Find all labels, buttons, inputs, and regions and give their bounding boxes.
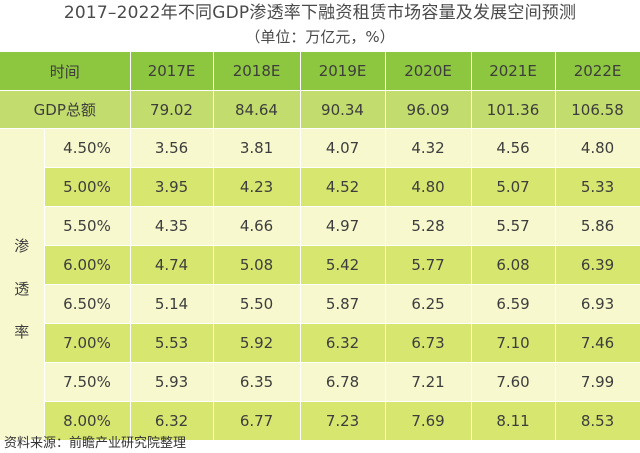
side-label-char: 渗 [14, 237, 30, 255]
table-row: 7.50% 5.93 6.35 6.78 7.21 7.60 7.99 [0, 362, 640, 402]
value-cell: 5.08 [213, 245, 301, 285]
header-year-cell: 2021E [471, 52, 556, 91]
gdp-value-cell: 106.58 [555, 90, 640, 129]
value-cell: 5.42 [300, 245, 386, 285]
value-cell: 5.57 [471, 206, 556, 246]
value-cell: 7.46 [555, 323, 640, 363]
rate-cell: 6.50% [44, 284, 131, 324]
header-year-cell: 2019E [300, 52, 386, 91]
side-label-char: 透 [14, 280, 30, 298]
value-cell: 6.32 [300, 323, 386, 363]
rate-cell: 7.50% [44, 362, 131, 402]
value-cell: 8.53 [555, 401, 640, 441]
value-cell: 5.53 [130, 323, 214, 363]
value-cell: 3.95 [130, 167, 214, 207]
value-cell: 5.86 [555, 206, 640, 246]
header-year-cell: 2022E [555, 52, 640, 91]
value-cell: 4.97 [300, 206, 386, 246]
table-row: 8.00% 6.32 6.77 7.23 7.69 8.11 8.53 [0, 401, 640, 441]
table-title: 2017–2022年不同GDP渗透率下融资租赁市场容量及发展空间预测 [63, 3, 577, 23]
header-year-cell: 2020E [385, 52, 472, 91]
value-cell: 5.50 [213, 284, 301, 324]
value-cell: 7.23 [300, 401, 386, 441]
value-cell: 5.93 [130, 362, 214, 402]
value-cell: 4.07 [300, 128, 386, 168]
source-note: 资料来源：前瞻产业研究院整理 [4, 436, 187, 451]
value-cell: 4.80 [385, 167, 472, 207]
value-cell: 4.56 [471, 128, 556, 168]
gdp-label-cell: GDP总额 [0, 90, 131, 129]
rate-cell: 8.00% [44, 401, 131, 441]
header-time-cell: 时间 [0, 52, 131, 91]
value-cell: 5.14 [130, 284, 214, 324]
table-subtitle: （单位：万亿元，%） [245, 28, 395, 46]
rate-cell: 6.00% [44, 245, 131, 285]
value-cell: 5.92 [213, 323, 301, 363]
table-row: 渗透率 4.50% 3.56 3.81 4.07 4.32 4.56 4.80 [0, 128, 640, 441]
value-cell: 4.80 [555, 128, 640, 168]
value-cell: 7.69 [385, 401, 472, 441]
table-row: 6.50% 5.14 5.50 5.87 6.25 6.59 6.93 [0, 284, 640, 324]
value-cell: 6.39 [555, 245, 640, 285]
value-cell: 7.21 [385, 362, 472, 402]
value-cell: 6.78 [300, 362, 386, 402]
gdp-value-cell: 79.02 [130, 90, 214, 129]
value-cell: 5.77 [385, 245, 472, 285]
rate-cell: 7.00% [44, 323, 131, 363]
value-cell: 4.66 [213, 206, 301, 246]
value-cell: 6.25 [385, 284, 472, 324]
value-cell: 4.74 [130, 245, 214, 285]
value-cell: 6.32 [130, 401, 214, 441]
value-cell: 5.87 [300, 284, 386, 324]
value-cell: 6.93 [555, 284, 640, 324]
gdp-row: GDP总额 79.02 84.64 90.34 96.09 101.36 106… [0, 90, 640, 129]
value-cell: 5.28 [385, 206, 472, 246]
rate-cell: 5.50% [44, 206, 131, 246]
table-row: 5.50% 4.35 4.66 4.97 5.28 5.57 5.86 [0, 206, 640, 246]
value-cell: 6.08 [471, 245, 556, 285]
gdp-value-cell: 84.64 [213, 90, 301, 129]
value-cell: 6.77 [213, 401, 301, 441]
value-cell: 8.11 [471, 401, 556, 441]
gdp-value-cell: 101.36 [471, 90, 556, 129]
value-cell: 7.10 [471, 323, 556, 363]
gdp-value-cell: 96.09 [385, 90, 472, 129]
side-label-char: 率 [14, 323, 30, 341]
table-row: 5.00% 3.95 4.23 4.52 4.80 5.07 5.33 [0, 167, 640, 207]
header-year-cell: 2017E [130, 52, 214, 91]
table-row: 6.00% 4.74 5.08 5.42 5.77 6.08 6.39 [0, 245, 640, 285]
gdp-value-cell: 90.34 [300, 90, 386, 129]
market-capacity-table: 时间 2017E 2018E 2019E 2020E 2021E 2022E G… [0, 52, 640, 441]
header-year-cell: 2018E [213, 52, 301, 91]
value-cell: 6.35 [213, 362, 301, 402]
value-cell: 4.32 [385, 128, 472, 168]
value-cell: 5.33 [555, 167, 640, 207]
value-cell: 3.81 [213, 128, 301, 168]
value-cell: 3.56 [130, 128, 214, 168]
value-cell: 7.99 [555, 362, 640, 402]
rate-cell: 4.50% [44, 128, 131, 168]
table-row: 7.00% 5.53 5.92 6.32 6.73 7.10 7.46 [0, 323, 640, 363]
value-cell: 6.59 [471, 284, 556, 324]
value-cell: 4.52 [300, 167, 386, 207]
value-cell: 7.60 [471, 362, 556, 402]
value-cell: 4.35 [130, 206, 214, 246]
header-row: 时间 2017E 2018E 2019E 2020E 2021E 2022E [0, 52, 640, 91]
penetration-rate-side-label: 渗透率 [0, 128, 45, 441]
value-cell: 6.73 [385, 323, 472, 363]
rate-cell: 5.00% [44, 167, 131, 207]
value-cell: 4.23 [213, 167, 301, 207]
value-cell: 5.07 [471, 167, 556, 207]
